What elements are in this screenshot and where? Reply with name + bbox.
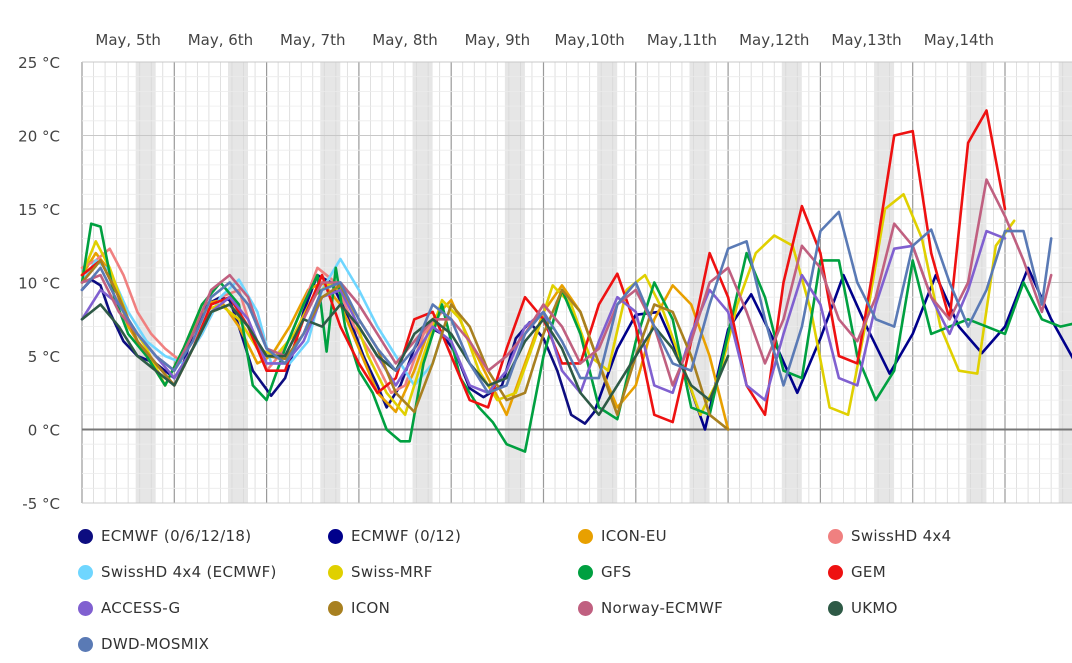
- legend-item[interactable]: Swiss-MRF: [328, 558, 433, 586]
- legend-label: ICON: [351, 599, 391, 617]
- legend-swatch: [78, 636, 93, 652]
- series-line-ecmwf-0-12: [593, 266, 1072, 431]
- x-day-label: May, 9th: [465, 31, 530, 49]
- y-tick-label: 5 °C: [28, 348, 60, 366]
- y-tick-label: -5 °C: [22, 495, 60, 513]
- x-day-label: May,13th: [831, 31, 901, 49]
- legend-item[interactable]: ICON-EU: [578, 522, 667, 550]
- legend-label: SwissHD 4x4: [851, 527, 952, 545]
- legend-swatch: [78, 564, 93, 580]
- series-line-norway-ecmwf: [80, 178, 1053, 387]
- y-tick-label: 10 °C: [18, 275, 60, 293]
- x-day-label: May, 6th: [188, 31, 253, 49]
- legend-swatch: [328, 528, 343, 544]
- legend-item[interactable]: Norway-ECMWF: [578, 594, 723, 622]
- legend-swatch: [828, 564, 843, 580]
- legend-label: ICON-EU: [601, 527, 667, 545]
- y-tick-label: 0 °C: [28, 422, 60, 440]
- legend-label: DWD-MOSMIX: [101, 635, 210, 653]
- y-tick-label: 25 °C: [18, 54, 60, 72]
- legend-swatch: [328, 564, 343, 580]
- series-line-dwd-mosmix: [80, 210, 1053, 395]
- x-day-label: May, 5th: [95, 31, 160, 49]
- legend-item[interactable]: SwissHD 4x4 (ECMWF): [78, 558, 277, 586]
- legend-item[interactable]: UKMO: [828, 594, 898, 622]
- legend-swatch: [78, 528, 93, 544]
- legend-item[interactable]: ACCESS-G: [78, 594, 180, 622]
- legend-item[interactable]: GFS: [578, 558, 631, 586]
- temperature-chart: -5 °C 0 °C 5 °C 10 °C 15 °C 20 °C 25 °C May, 5t…: [18, 31, 1072, 513]
- legend-label: ACCESS-G: [101, 599, 181, 617]
- legend-item[interactable]: SwissHD 4x4: [828, 522, 951, 550]
- legend-swatch: [828, 600, 843, 616]
- legend-label: Norway-ECMWF: [601, 599, 724, 617]
- y-tick-label: 20 °C: [18, 128, 60, 146]
- x-day-label: May,14th: [924, 31, 994, 49]
- legend-item[interactable]: ECMWF (0/12): [328, 522, 461, 550]
- legend-label: GFS: [601, 563, 632, 581]
- legend-swatch: [578, 600, 593, 616]
- x-day-label: May,12th: [739, 31, 809, 49]
- x-day-label: May,11th: [647, 31, 717, 49]
- x-day-label: May, 8th: [372, 31, 437, 49]
- series-lines: [80, 109, 1072, 453]
- legend-label: UKMO: [851, 599, 898, 617]
- legend-swatch: [578, 528, 593, 544]
- axes: -5 °C 0 °C 5 °C 10 °C 15 °C 20 °C 25 °C May, 5t…: [18, 31, 994, 513]
- series-line-swisshd-4x4-ecmwf: [80, 257, 453, 387]
- series-line-gfs: [80, 222, 1072, 453]
- legend-item[interactable]: GEM: [828, 558, 886, 586]
- legend-label: SwissHD 4x4 (ECMWF): [101, 563, 277, 581]
- legend-label: ECMWF (0/6/12/18): [101, 527, 252, 545]
- legend-swatch: [578, 564, 593, 580]
- legend-swatch: [78, 600, 93, 616]
- legend-item[interactable]: ICON: [328, 594, 390, 622]
- legend-item[interactable]: DWD-MOSMIX: [78, 630, 209, 658]
- legend-label: ECMWF (0/12): [351, 527, 462, 545]
- y-tick-label: 15 °C: [18, 201, 60, 219]
- legend-swatch: [828, 528, 843, 544]
- legend-item[interactable]: ECMWF (0/6/12/18): [78, 522, 251, 550]
- legend-label: GEM: [851, 563, 886, 581]
- legend-swatch: [328, 600, 343, 616]
- series-line-ukmo: [80, 303, 730, 417]
- x-day-label: May,10th: [555, 31, 625, 49]
- x-day-label: May, 7th: [280, 31, 345, 49]
- legend-label: Swiss-MRF: [351, 563, 433, 581]
